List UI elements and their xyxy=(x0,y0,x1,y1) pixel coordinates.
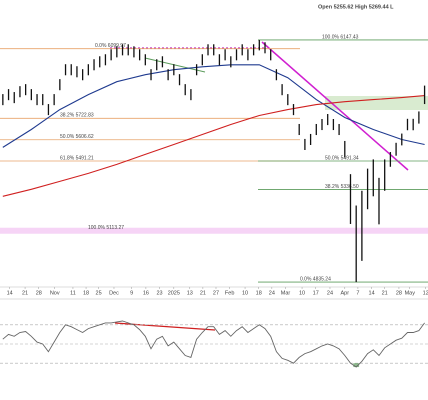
x-tick-label: 18 xyxy=(256,290,262,296)
fib-label: 0.0% 6099.97 xyxy=(95,43,126,49)
x-tick-label: 11 xyxy=(70,290,76,296)
fib-band xyxy=(0,227,428,234)
x-tick-label: 28 xyxy=(396,290,402,296)
x-tick-label: 21 xyxy=(200,290,206,296)
x-tick-label: 16 xyxy=(143,290,149,296)
fib-label: 61.8% 5491.21 xyxy=(60,155,94,161)
fib-label: 0.0% 4835.24 xyxy=(300,276,331,282)
x-tick-label: 10 xyxy=(242,290,248,296)
x-tick-label: 24 xyxy=(269,290,275,296)
x-tick-label: 13 xyxy=(187,290,193,296)
x-tick-label: 14 xyxy=(7,290,13,296)
x-tick-label: Mar xyxy=(281,290,291,296)
x-tick-label: 7 xyxy=(356,290,359,296)
x-tick-label: Feb xyxy=(225,290,234,296)
x-tick-label: 18 xyxy=(83,290,89,296)
x-tick-label: 21 xyxy=(382,290,388,296)
fib-label: 100.0% 5113.27 xyxy=(88,225,124,231)
x-tick-label: 12 xyxy=(423,290,428,296)
x-tick-label: 14 xyxy=(369,290,375,296)
moving-average xyxy=(2,95,425,197)
x-tick-label: 21 xyxy=(22,290,28,296)
oversold-fill xyxy=(353,363,360,368)
fib-label: 100.0% 6147.43 xyxy=(322,34,359,40)
x-tick-label: 27 xyxy=(213,290,219,296)
rsi-line xyxy=(2,320,425,368)
x-tick-label: 2025 xyxy=(168,290,180,296)
trend-line xyxy=(261,41,409,171)
x-tick-label: May xyxy=(405,290,416,296)
x-tick-label: Apr xyxy=(341,290,350,296)
fib-label: 50.0% 5491.34 xyxy=(325,155,359,161)
x-tick-label: Dec xyxy=(109,290,119,296)
fib-label: 50.0% 5606.62 xyxy=(60,134,94,140)
fib-label: 38.2% 5722.83 xyxy=(60,113,94,119)
x-tick-label: 25 xyxy=(96,290,102,296)
x-tick-label: Nov xyxy=(50,290,60,296)
highlight-zone xyxy=(325,96,428,110)
x-tick-label: 23 xyxy=(157,290,163,296)
moving-average xyxy=(2,64,425,148)
x-tick-label: 28 xyxy=(36,290,42,296)
x-tick-label: 9 xyxy=(130,290,133,296)
x-tick-label: 17 xyxy=(313,290,319,296)
fib-label: 38.2% 5336.50 xyxy=(325,184,359,190)
x-tick-label: 24 xyxy=(327,290,333,296)
trend-line xyxy=(144,57,206,73)
x-tick-label: 10 xyxy=(299,290,305,296)
header: Open 5255.62 High 5269.44 L xyxy=(318,4,394,10)
